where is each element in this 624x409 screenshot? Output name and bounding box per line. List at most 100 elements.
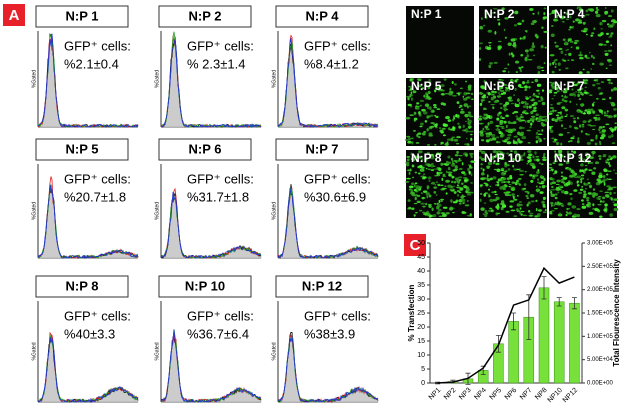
- cell: [408, 86, 411, 88]
- cell: [520, 101, 525, 104]
- cell: [591, 150, 596, 155]
- cell: [531, 45, 536, 49]
- cell: [423, 131, 427, 133]
- cell: [461, 194, 464, 196]
- cell: [566, 131, 570, 134]
- cell: [463, 103, 468, 107]
- cell: [586, 33, 588, 36]
- cell: [608, 81, 611, 85]
- cell: [613, 87, 618, 91]
- cell: [513, 150, 518, 155]
- cell: [470, 130, 474, 133]
- cell: [467, 121, 472, 126]
- cell: [609, 213, 614, 217]
- cell: [570, 197, 573, 200]
- cell: [540, 66, 544, 69]
- cell: [418, 172, 421, 175]
- cell: [426, 194, 429, 199]
- cell: [558, 119, 563, 122]
- cell: [504, 161, 507, 166]
- cell: [585, 183, 588, 185]
- y2-tick-label: 3.00E+05: [587, 241, 614, 247]
- cell: [590, 56, 594, 58]
- x-tick-label: NP12: [562, 387, 579, 404]
- cell: [578, 81, 581, 84]
- axis-label: %Gated: [271, 202, 277, 220]
- cell: [611, 22, 615, 27]
- cell: [513, 198, 518, 201]
- cell: [508, 185, 512, 188]
- cell: [529, 193, 535, 198]
- cell: [553, 59, 556, 64]
- cell: [415, 212, 418, 214]
- cell: [447, 184, 452, 188]
- cell: [497, 153, 501, 155]
- cell: [568, 52, 572, 56]
- cell: [407, 140, 412, 144]
- cell: [428, 204, 432, 208]
- cell: [541, 200, 545, 204]
- gfp-value: % 2.3±1.4: [187, 56, 245, 71]
- cell: [466, 137, 468, 140]
- cell: [455, 113, 458, 118]
- cell: [588, 169, 593, 171]
- cell: [588, 211, 594, 215]
- cell: [489, 115, 493, 119]
- cell: [540, 44, 544, 49]
- cell: [597, 203, 602, 206]
- cell: [556, 141, 559, 146]
- cell: [564, 115, 568, 118]
- cell: [467, 86, 472, 89]
- cell: [541, 101, 546, 106]
- gfp-value: %2.1±0.4: [64, 56, 119, 71]
- cell: [509, 174, 513, 179]
- cell: [418, 209, 423, 212]
- title-box: [275, 275, 369, 298]
- cell: [560, 204, 565, 208]
- cell: [414, 196, 417, 201]
- cell: [590, 54, 593, 57]
- cell: [579, 169, 582, 173]
- cell: [503, 107, 507, 111]
- cell: [448, 173, 452, 177]
- cell: [567, 154, 572, 157]
- cell: [603, 168, 607, 172]
- cell: [513, 215, 518, 218]
- cell: [521, 19, 525, 23]
- cell: [549, 62, 552, 67]
- cell: [554, 193, 558, 196]
- cell: [489, 156, 495, 160]
- cell: [430, 153, 434, 157]
- cell: [442, 175, 447, 178]
- cell: [551, 9, 557, 13]
- cell: [543, 30, 548, 33]
- cell: [444, 143, 449, 146]
- histogram-curve: [277, 187, 379, 259]
- y-tick-label: 10: [417, 352, 425, 359]
- cell: [569, 174, 574, 178]
- cell: [554, 118, 558, 123]
- cell: [419, 99, 425, 103]
- cell: [541, 26, 544, 29]
- cell: [514, 135, 518, 138]
- cell: [434, 184, 437, 186]
- cell: [519, 116, 524, 119]
- cell: [527, 59, 533, 61]
- cell: [591, 62, 595, 65]
- cell: [585, 196, 590, 201]
- cell: [570, 137, 575, 140]
- cell: [492, 198, 498, 202]
- cell: [529, 8, 534, 11]
- cell: [413, 129, 416, 132]
- cell: [478, 117, 483, 121]
- cell: [511, 181, 517, 184]
- panel-label: A: [9, 7, 20, 24]
- cell: [595, 118, 601, 121]
- title-box: [275, 138, 369, 161]
- x-tick-label: NP10: [547, 387, 564, 404]
- cell: [586, 204, 589, 207]
- cell: [452, 95, 457, 97]
- cell: [598, 172, 603, 176]
- cell: [467, 88, 472, 91]
- cell: [592, 207, 596, 210]
